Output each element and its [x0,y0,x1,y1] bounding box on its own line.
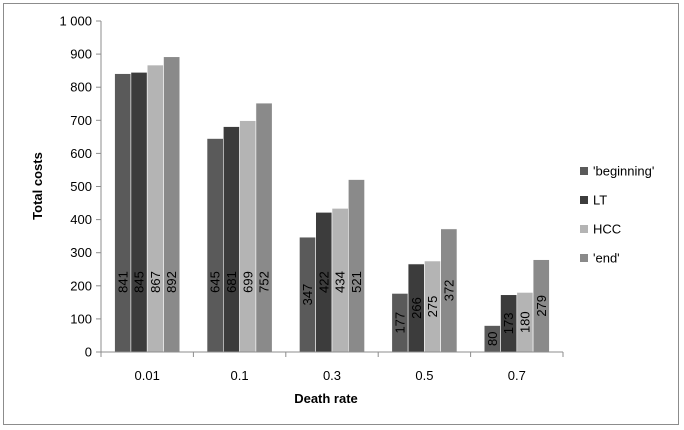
x-tick-label: 0.3 [323,368,341,383]
legend-swatch [580,167,588,175]
bar-value-label: 279 [534,295,549,317]
bar-value-label: 521 [349,271,364,293]
x-axis-ticks: 0.01 0.1 0.3 0.5 0.7 [100,352,564,383]
legend-swatch [580,196,588,204]
y-tick-label: 200 [70,278,92,293]
bar [223,126,240,353]
bar-value-label: 177 [392,312,407,334]
bar-value-label: 422 [316,271,331,293]
bar-value-label: 845 [132,271,147,293]
y-tick-label: 900 [70,47,92,62]
legend: 'beginning' LT HCC 'end' [580,164,654,266]
legend-label: HCC [593,222,621,237]
bar-value-label: 275 [425,296,440,318]
bar [114,73,132,353]
bar-value-label: 699 [240,271,255,293]
y-tick-label: 600 [70,146,92,161]
y-tick-label: 100 [70,311,92,326]
x-tick-label: 0.7 [508,368,526,383]
y-axis-ticks: 0 100 200 300 400 500 600 700 800 900 1 000 [59,14,101,360]
y-tick-label: 500 [70,179,92,194]
legend-label: 'beginning' [593,164,654,179]
x-tick-label: 0.1 [231,368,249,383]
y-tick-label: 1 000 [59,14,92,29]
legend-swatch [580,225,588,233]
bar [206,138,224,353]
legend-label: 'end' [593,251,620,266]
y-tick-label: 300 [70,245,92,260]
x-axis-title: Death rate [294,391,358,406]
bar [239,120,257,353]
x-tick-label: 0.5 [415,368,433,383]
bar-value-label: 867 [148,271,163,293]
y-tick-label: 0 [85,345,92,360]
bar-value-label: 372 [441,280,456,302]
y-tick-label: 700 [70,113,92,128]
bar-value-label: 645 [208,271,223,293]
bar-value-label: 266 [409,297,424,319]
bar-value-label: 347 [300,284,315,306]
bar [163,56,181,353]
bar [347,179,365,353]
bars [114,56,550,353]
y-tick-label: 400 [70,212,92,227]
bar-value-label: 80 [485,332,500,346]
bar-value-label: 434 [333,271,348,293]
y-axis-title: Total costs [30,152,45,220]
bar [130,72,148,353]
bar-value-label: 681 [224,271,239,293]
bar-value-label: 180 [517,311,532,333]
bar [146,64,164,353]
legend-swatch [580,254,588,262]
bar-value-label: 892 [164,271,179,293]
legend-label: LT [593,193,607,208]
x-tick-label: 0.01 [135,368,160,383]
bar-value-label: 173 [501,313,516,335]
bar-value-label: 752 [257,271,272,293]
y-tick-label: 800 [70,80,92,95]
bar-value-label: 841 [115,271,130,293]
bar [255,102,273,353]
